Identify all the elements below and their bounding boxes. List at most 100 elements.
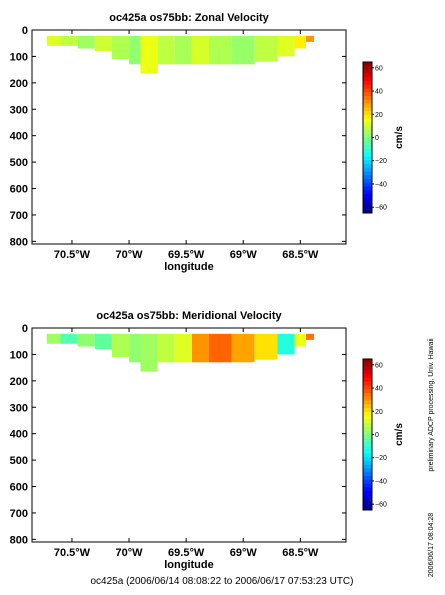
- y-tick-label: 200: [10, 376, 28, 388]
- colorbar-swatch: [363, 137, 372, 142]
- y-tick-label: 600: [10, 184, 28, 196]
- colorbar-swatch: [363, 167, 372, 172]
- colorbar-swatch: [363, 389, 372, 394]
- colorbar-swatch: [363, 400, 372, 405]
- velocity-cell: [77, 333, 95, 347]
- chart-title: oc425a os75bb: Meridional Velocity: [96, 310, 282, 322]
- colorbar-swatch: [363, 179, 372, 184]
- colorbar-swatch: [363, 411, 372, 417]
- y-tick-label: 700: [10, 210, 28, 222]
- colorbar-swatch: [363, 366, 372, 371]
- colorbar-swatch: [363, 73, 372, 78]
- velocity-cell: [174, 333, 192, 363]
- colorbar-swatch: [363, 377, 372, 383]
- plot-frame: [31, 327, 347, 543]
- colorbar-swatch: [363, 182, 372, 187]
- colorbar-swatch: [363, 498, 372, 503]
- colorbar-swatch: [363, 84, 372, 89]
- x-tick-label: 70°W: [116, 249, 144, 261]
- colorbar-swatch: [363, 205, 372, 210]
- y-tick-label: 400: [10, 131, 28, 143]
- colorbar-swatch: [363, 197, 372, 203]
- y-tick-label: 600: [10, 482, 28, 494]
- velocity-cell: [60, 333, 78, 344]
- processing-note: preliminary ADCP processing, Univ. Hawai…: [428, 338, 435, 472]
- colorbar-swatch: [363, 118, 372, 123]
- velocity-cell: [306, 333, 314, 340]
- y-tick-label: 0: [22, 25, 28, 37]
- colorbar-swatch: [363, 396, 372, 401]
- plot-frame: [31, 29, 347, 245]
- x-axis-label: longitude: [164, 261, 214, 273]
- colorbar-swatch: [363, 69, 372, 74]
- velocity-cell: [254, 35, 278, 62]
- velocity-cell: [77, 35, 95, 49]
- y-tick-label: 300: [10, 104, 28, 116]
- colorbar-swatch: [363, 194, 372, 199]
- velocity-cell: [111, 333, 129, 357]
- colorbar-swatch: [363, 445, 372, 450]
- velocity-cell: [294, 333, 306, 347]
- colorbar-swatch: [363, 502, 372, 507]
- colorbar-swatch: [363, 460, 372, 466]
- velocity-cell: [129, 35, 141, 65]
- x-axis-label: longitude: [164, 559, 214, 571]
- x-tick-label: 69°W: [230, 547, 258, 559]
- colorbar-tick-label: 0: [375, 432, 379, 439]
- colorbar-swatch: [363, 107, 372, 112]
- colorbar-swatch: [363, 362, 372, 367]
- colorbar-tick-label: −60: [375, 502, 387, 509]
- colorbar-swatch: [363, 186, 372, 191]
- colorbar-swatch: [363, 487, 372, 492]
- velocity-cell: [231, 35, 255, 65]
- velocity-cell: [94, 35, 112, 52]
- colorbar-swatch: [363, 385, 372, 390]
- colorbar-tick-label: 60: [375, 65, 383, 72]
- colorbar-swatch: [363, 374, 372, 379]
- y-tick-label: 700: [10, 508, 28, 520]
- velocity-cell: [157, 35, 175, 65]
- colorbar-swatch: [363, 62, 372, 67]
- colorbar-swatch: [363, 190, 372, 195]
- colorbar-swatch: [363, 141, 372, 146]
- x-tick-label: 69°W: [230, 249, 258, 261]
- colorbar-swatch: [363, 201, 372, 206]
- colorbar-label: cm/s: [394, 423, 405, 446]
- velocity-cell: [174, 35, 192, 65]
- colorbar-swatch: [363, 381, 372, 386]
- x-tick-label: 68.5°W: [282, 547, 319, 559]
- colorbar-tick-label: 20: [375, 112, 383, 119]
- colorbar-swatch: [363, 111, 372, 116]
- colorbar-tick-label: −20: [375, 455, 387, 462]
- colorbar-swatch: [363, 476, 372, 481]
- colorbar-swatch: [363, 468, 372, 473]
- colorbar-swatch: [363, 442, 372, 447]
- meridional-velocity-panel: oc425a os75bb: Meridional Velocity 0 100 20…: [10, 310, 405, 571]
- x-tick-label: 70°W: [116, 547, 144, 559]
- colorbar-swatch: [363, 426, 372, 432]
- colorbar-swatch: [363, 472, 372, 477]
- colorbar-swatch: [363, 423, 372, 428]
- velocity-cell: [306, 35, 314, 42]
- y-tick-label: 500: [10, 455, 28, 467]
- y-tick-label: 400: [10, 429, 28, 441]
- y-tick-label: 100: [10, 349, 28, 361]
- velocity-cell: [140, 333, 158, 372]
- colorbar-tick-label: −40: [375, 181, 387, 188]
- colorbar-tick-label: 60: [375, 362, 383, 369]
- colorbar-swatch: [363, 126, 372, 131]
- colorbar-swatch: [363, 209, 372, 214]
- colorbar-swatch: [363, 415, 372, 420]
- velocity-cell: [294, 35, 306, 49]
- colorbar-label: cm/s: [394, 126, 405, 149]
- colorbar-swatch: [363, 145, 372, 150]
- velocity-cell: [191, 35, 209, 65]
- time-range-footer: oc425a (2006/06/14 08:08:22 to 2006/06/1…: [91, 576, 354, 587]
- colorbar-swatch: [363, 80, 372, 86]
- colorbar-swatch: [363, 92, 372, 97]
- colorbar-swatch: [363, 103, 372, 108]
- velocity-cell: [157, 333, 175, 363]
- y-tick-label: 0: [22, 323, 28, 335]
- colorbar-swatch: [363, 392, 372, 398]
